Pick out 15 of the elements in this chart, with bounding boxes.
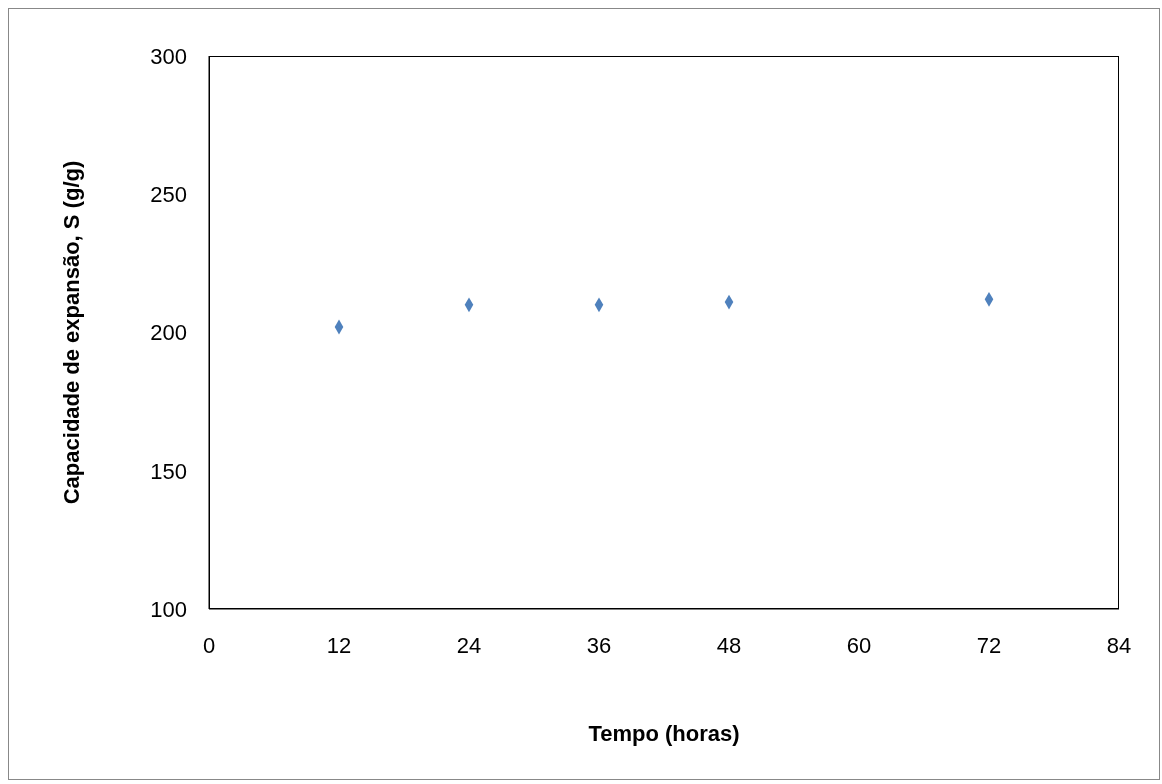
x-tick-label: 24 [456,632,482,658]
x-tick-label: 12 [326,632,352,658]
x-tick-label: 48 [716,632,742,658]
y-tick-label: 100 [150,596,187,622]
y-tick-label: 150 [150,458,187,484]
y-tick-label: 300 [150,43,187,69]
x-tick-label: 84 [1106,632,1132,658]
x-tick-label: 72 [976,632,1002,658]
y-tick-label: 200 [150,320,187,346]
y-tick-label: 250 [150,182,187,208]
y-axis-title: Capacidade de expansão, S (g/g) [58,160,84,505]
x-tick-label: 36 [586,632,612,658]
x-axis-title: Tempo (horas) [588,721,740,746]
x-tick-label: 60 [846,632,872,658]
x-tick-label: 0 [202,632,216,658]
